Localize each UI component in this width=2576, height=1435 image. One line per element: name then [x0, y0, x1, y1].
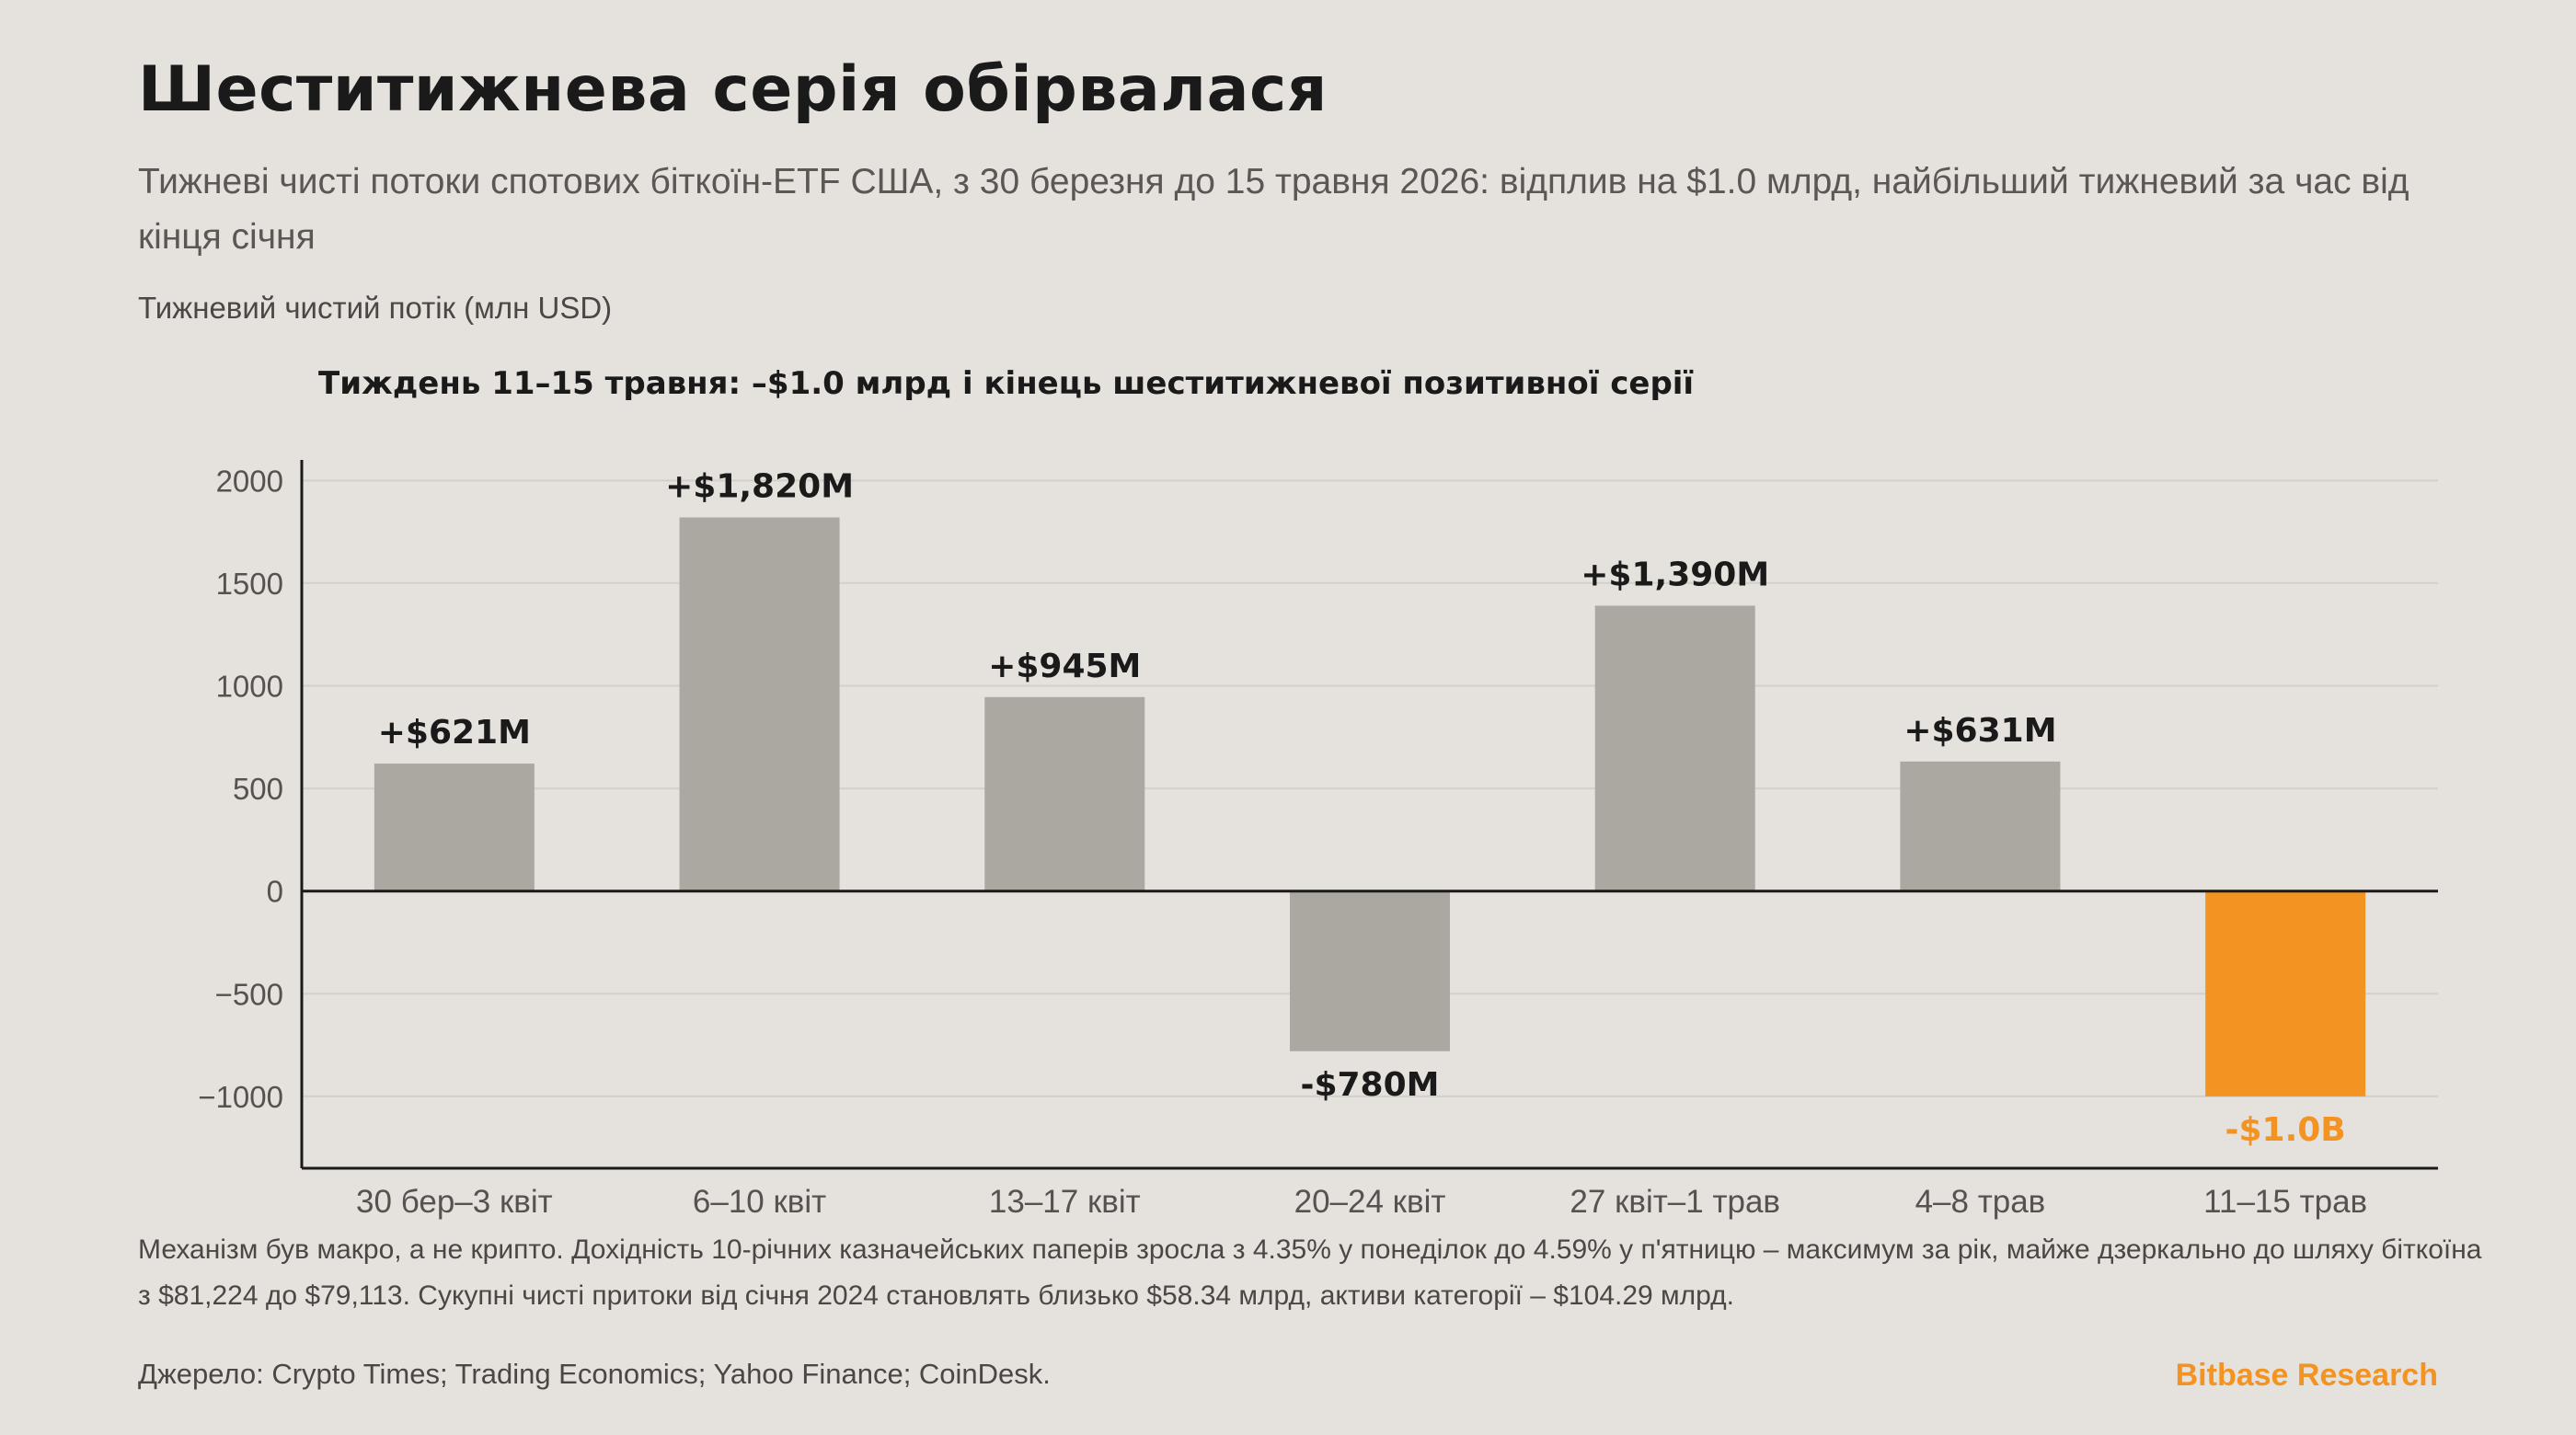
data-label: +$1,390M: [1581, 556, 1769, 593]
y-tick-label: 0: [267, 875, 283, 909]
y-tick-labels: 2000 1500 1000 500 0 −500 −1000: [198, 464, 283, 1114]
bar: [1290, 890, 1450, 1051]
source-text: Crypto Times; Trading Economics; Yahoo F…: [271, 1358, 1051, 1390]
bar: [1594, 605, 1755, 891]
y-axis-label: Тижневий чистий потік (млн USD): [138, 291, 613, 325]
y-tick-label: −1000: [198, 1080, 283, 1114]
data-label: +$1,820M: [665, 467, 854, 505]
source-label: Джерело:: [138, 1358, 264, 1390]
data-label: -$780M: [1301, 1066, 1440, 1104]
y-tick-label: 2000: [216, 464, 283, 498]
bar: [679, 517, 840, 891]
chart-title: Шеститижнева серія обірвалася: [138, 53, 1328, 126]
bars: [374, 517, 2366, 1096]
bar: [1900, 761, 2061, 891]
y-tick-label: 500: [233, 772, 283, 806]
bar: [2205, 890, 2366, 1096]
footnote: Механізм був макро, а не крипто. Дохідні…: [138, 1234, 2482, 1311]
axes: [300, 460, 2438, 1170]
x-tick-label: 20–24 квіт: [1294, 1184, 1446, 1220]
data-label: +$621M: [378, 714, 531, 752]
y-tick-label: −500: [215, 977, 283, 1011]
brand-logo-text: Bitbase Research: [2175, 1358, 2438, 1393]
bar: [984, 696, 1145, 891]
x-tick-label: 30 бер–3 квіт: [356, 1184, 553, 1220]
chart-annotation: Тиждень 11–15 травня: –$1.0 млрд і кінец…: [318, 365, 1694, 402]
chart-subtitle: Тижневі чисті потоки спотових біткоїн-ET…: [138, 162, 2409, 257]
source-note: Джерело: Crypto Times; Trading Economics…: [138, 1358, 1051, 1391]
data-label: +$631M: [1903, 712, 2056, 750]
data-label: -$1.0B: [2225, 1111, 2346, 1149]
data-label: +$945M: [988, 648, 1141, 685]
x-tick-label: 11–15 трав: [2203, 1184, 2367, 1220]
y-tick-label: 1500: [216, 567, 283, 601]
x-tick-label: 13–17 квіт: [989, 1184, 1141, 1220]
y-tick-label: 1000: [216, 670, 283, 704]
x-tick-label: 4–8 трав: [1915, 1184, 2046, 1220]
x-tick-label: 27 квіт–1 трав: [1570, 1184, 1780, 1220]
x-tick-labels: 30 бер–3 квіт 6–10 квіт 13–17 квіт 20–24 кв…: [356, 1184, 2367, 1220]
data-labels: +$621M +$1,820M +$945M -$780M +$1,390M +$631M…: [378, 467, 2346, 1148]
bar: [374, 763, 535, 891]
x-tick-label: 6–10 квіт: [693, 1184, 826, 1220]
